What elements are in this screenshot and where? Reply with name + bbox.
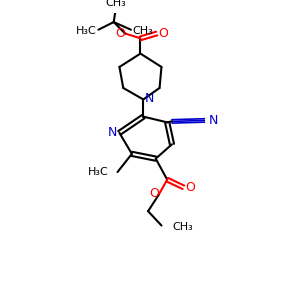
Text: CH₃: CH₃ [172,222,193,233]
Text: H₃C: H₃C [88,167,109,177]
Text: N: N [144,92,154,105]
Text: CH₃: CH₃ [133,26,154,36]
Text: H₃C: H₃C [76,26,97,36]
Text: CH₃: CH₃ [105,0,126,8]
Text: N: N [209,114,219,127]
Text: N: N [108,126,117,140]
Text: O: O [149,188,159,200]
Text: O: O [116,27,125,40]
Text: O: O [185,181,195,194]
Text: O: O [158,27,168,40]
